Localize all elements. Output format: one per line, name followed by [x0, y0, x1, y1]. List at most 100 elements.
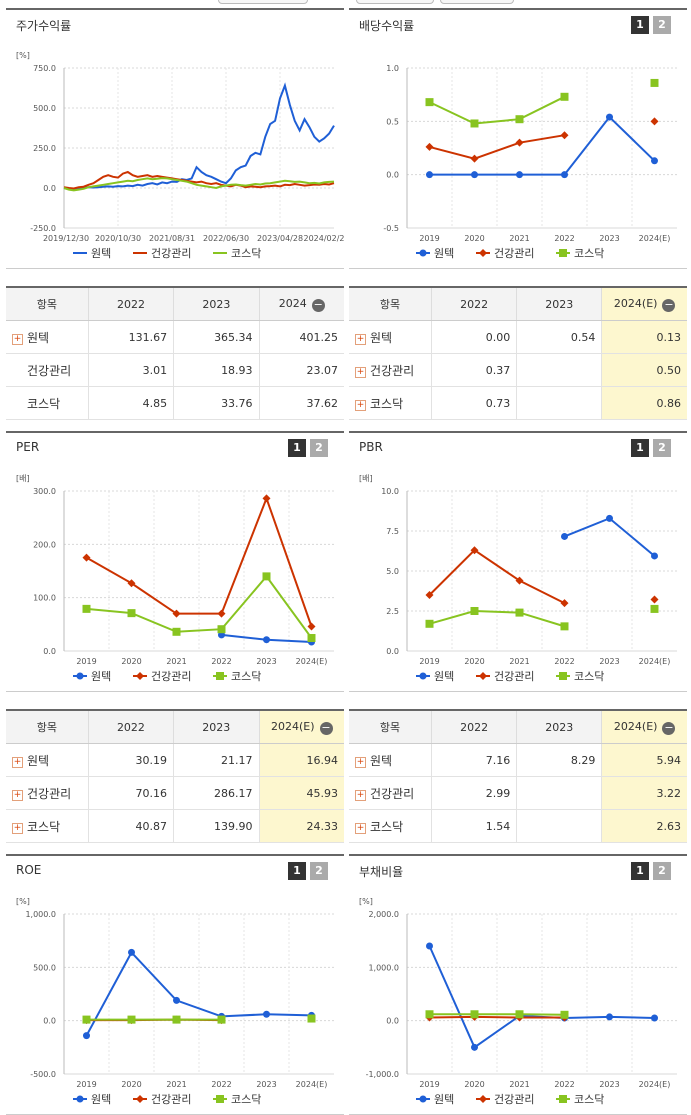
x-tick-label: 2024(E)	[296, 657, 328, 666]
top-control[interactable]	[218, 0, 308, 4]
x-tick-label: 2022	[211, 1080, 231, 1089]
x-tick-label: 2019	[76, 657, 96, 666]
collapse-icon[interactable]: −	[319, 720, 333, 735]
row-label-cell[interactable]: + 원텍	[349, 320, 432, 354]
collapse-icon[interactable]: −	[662, 297, 676, 312]
row-label-cell[interactable]: + 건강관리	[349, 353, 432, 387]
dividend-table: 항목 2022 2023 2024(E) − + 원텍 0.00 0.54 0.13 + 건강관리 0.…	[349, 286, 687, 420]
table-header-cell: 항목	[6, 286, 89, 321]
table-header-cell: 항목	[349, 286, 432, 321]
x-tick-label: 2019	[76, 1080, 96, 1089]
y-tick-label: 1,000.0	[368, 963, 399, 972]
top-control[interactable]	[356, 0, 434, 4]
data-point	[262, 572, 271, 581]
data-point	[560, 599, 569, 608]
y-tick-label: 0.5	[386, 117, 399, 126]
page-2-button[interactable]: 2	[310, 439, 328, 457]
data-point	[425, 1010, 434, 1019]
x-tick-label: 2024/02/2	[303, 234, 344, 243]
row-label: 원텍	[370, 753, 393, 768]
y-tick-label: 1.0	[386, 64, 399, 73]
data-point	[82, 1015, 91, 1024]
page-2-button[interactable]: 2	[653, 862, 671, 880]
table-row: + 원텍 30.19 21.17 16.94	[6, 743, 344, 777]
collapse-icon[interactable]: −	[311, 297, 325, 312]
data-point	[559, 1095, 567, 1103]
data-point	[262, 494, 271, 503]
unit-label: [%]	[16, 51, 30, 60]
table-cell: 286.17	[173, 776, 260, 810]
chart-panel-pbr: PBR 1 2 [배] 10.0 7.5 5.0 2.5 0.0 2019 2020 2021 2…	[349, 431, 687, 692]
legend-entry: 원텍	[434, 1093, 454, 1106]
page-1-button[interactable]: 1	[288, 439, 306, 457]
expand-icon[interactable]: +	[355, 333, 366, 345]
expand-icon[interactable]: +	[355, 756, 366, 768]
row-label: 코스닥	[27, 396, 61, 411]
x-tick-label: 2020	[464, 1080, 484, 1089]
row-label-cell[interactable]: + 원텍	[6, 743, 89, 777]
data-point	[425, 591, 434, 599]
y-tick-label: 100.0	[33, 594, 56, 603]
page-2-button[interactable]: 2	[653, 439, 671, 457]
y-tick-label: 1,000.0	[25, 910, 56, 919]
row-label: 원텍	[370, 330, 393, 345]
expand-icon[interactable]: +	[355, 822, 366, 834]
data-point	[307, 634, 316, 643]
per-table: 항목 2022 2023 2024(E) − + 원텍 30.19 21.17 16.94 + 건강관…	[6, 709, 344, 843]
data-point	[471, 1043, 478, 1051]
series-line	[429, 609, 565, 628]
data-point	[172, 609, 181, 618]
row-label-cell[interactable]: + 코스닥	[349, 809, 432, 843]
expand-icon[interactable]: +	[355, 399, 366, 411]
table-cell: 2.63	[601, 809, 687, 843]
unit-label: [%]	[359, 897, 373, 906]
table-cell: 40.87	[87, 809, 174, 843]
page-1-button[interactable]: 1	[631, 862, 649, 880]
x-tick-label: 2020	[464, 234, 484, 243]
header-label: 항목	[379, 721, 401, 734]
header-label: 2023	[202, 297, 231, 311]
table-cell: 0.86	[601, 386, 687, 420]
x-tick-label: 2021	[166, 1080, 186, 1089]
table-header-cell: 2024(E) −	[258, 709, 344, 744]
x-tick-label: 2020	[121, 657, 141, 666]
page-2-button[interactable]: 2	[310, 862, 328, 880]
data-point	[136, 1095, 144, 1103]
data-point	[561, 171, 568, 179]
expand-icon[interactable]: +	[12, 756, 23, 768]
pbr-table: 항목 2022 2023 2024(E) − + 원텍 7.16 8.29 5.94 + 건강관리 2.…	[349, 709, 687, 843]
x-tick-label: 2021	[509, 234, 529, 243]
series-line	[429, 115, 656, 176]
table-cell: 30.19	[87, 743, 174, 777]
row-label-cell[interactable]: + 원텍	[6, 320, 89, 354]
table-cell: 0.00	[431, 320, 517, 354]
row-label-cell[interactable]: + 코스닥	[349, 386, 432, 420]
page-1-button[interactable]: 1	[631, 16, 649, 34]
panel-title: PBR	[359, 440, 383, 454]
expand-icon[interactable]: +	[12, 822, 23, 834]
page-1-button[interactable]: 1	[288, 862, 306, 880]
y-tick-label: 750.0	[33, 64, 56, 73]
legend-entry: 건강관리	[494, 670, 534, 683]
expand-icon[interactable]: +	[12, 333, 23, 345]
x-tick-label: 2021	[509, 1080, 529, 1089]
x-tick-label: 2023	[599, 234, 619, 243]
row-label-cell[interactable]: + 원텍	[349, 743, 432, 777]
panel-title: ROE	[16, 863, 42, 877]
expand-icon[interactable]: +	[355, 366, 366, 378]
data-point	[307, 622, 316, 631]
page-2-button[interactable]: 2	[653, 16, 671, 34]
data-point	[560, 131, 569, 140]
x-tick-label: 2019	[419, 1080, 439, 1089]
row-label-cell[interactable]: + 코스닥	[6, 809, 89, 843]
expand-icon[interactable]: +	[12, 789, 23, 801]
table-cell: 23.07	[258, 353, 344, 387]
table-cell: 131.67	[87, 320, 174, 354]
row-label-cell[interactable]: + 건강관리	[6, 776, 89, 810]
table-cell: 0.37	[431, 353, 517, 387]
row-label-cell[interactable]: + 건강관리	[349, 776, 432, 810]
top-control[interactable]	[440, 0, 514, 4]
expand-icon[interactable]: +	[355, 789, 366, 801]
collapse-icon[interactable]: −	[662, 720, 676, 735]
page-1-button[interactable]: 1	[631, 439, 649, 457]
